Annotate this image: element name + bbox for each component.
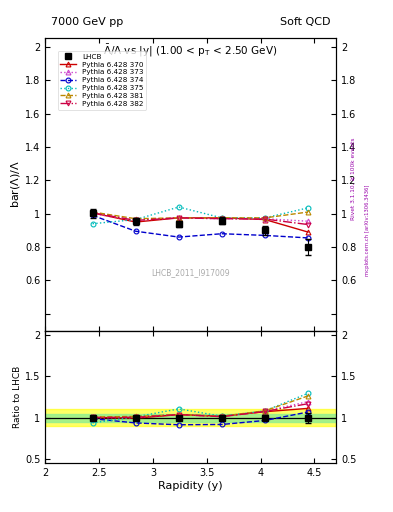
Title: $\bar{\Lambda}/\Lambda$ vs |y| (1.00 < p$_\mathrm{T}$ < 2.50 GeV): $\bar{\Lambda}/\Lambda$ vs |y| (1.00 < p… — [103, 43, 278, 59]
X-axis label: Rapidity (y): Rapidity (y) — [158, 481, 223, 491]
Text: 7000 GeV pp: 7000 GeV pp — [51, 17, 123, 27]
Legend: LHCB, Pythia 6.428 370, Pythia 6.428 373, Pythia 6.428 374, Pythia 6.428 375, Py: LHCB, Pythia 6.428 370, Pythia 6.428 373… — [57, 51, 147, 110]
Bar — [45, 410, 336, 426]
Text: LHCB_2011_I917009: LHCB_2011_I917009 — [151, 268, 230, 276]
Y-axis label: Ratio to LHCB: Ratio to LHCB — [13, 366, 22, 428]
Bar — [45, 414, 336, 422]
Text: mcplots.cern.ch [arXiv:1306.3436]: mcplots.cern.ch [arXiv:1306.3436] — [365, 185, 371, 276]
Text: Rivet 3.1.10, ≥ 100k events: Rivet 3.1.10, ≥ 100k events — [351, 138, 356, 221]
Text: Soft QCD: Soft QCD — [280, 17, 330, 27]
Y-axis label: bar($\Lambda$)/$\Lambda$: bar($\Lambda$)/$\Lambda$ — [9, 160, 22, 208]
